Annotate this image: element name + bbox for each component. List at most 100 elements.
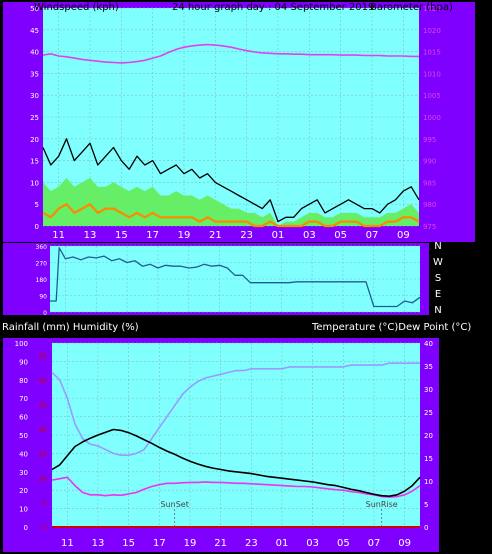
wind-y-tick-label: 20 xyxy=(30,136,39,144)
compass-label: W xyxy=(433,257,443,268)
compass-label: S xyxy=(435,273,441,284)
rainfall-y-tick-label: 15 xyxy=(38,450,47,458)
x-tick-label: 15 xyxy=(122,538,135,549)
temperature-y-tick-label: 0 xyxy=(424,524,428,532)
barometer-y-tick-label: 1020 xyxy=(423,27,441,35)
x-tick-label: 15 xyxy=(115,230,128,241)
x-tick-label: 17 xyxy=(153,538,166,549)
humidity-y-tick-label: 80 xyxy=(19,377,28,385)
x-tick-label: 13 xyxy=(84,230,97,241)
x-tick-label: 05 xyxy=(337,538,350,549)
humidity-y-tick-label: 30 xyxy=(19,469,28,477)
wind-y-tick-label: 25 xyxy=(30,114,39,122)
temperature-y-tick-label: 25 xyxy=(424,409,433,417)
rainfall-y-tick-label: 10 xyxy=(38,475,47,483)
wind-y-tick-label: 10 xyxy=(30,179,39,187)
rainfall-y-tick-label: 0 xyxy=(43,524,47,532)
barometer-y-tick-label: 1005 xyxy=(423,92,441,100)
wind-y-tick-label: 35 xyxy=(30,70,39,78)
chart-title: 24 hour graph day : 04 September 2019 xyxy=(172,2,374,13)
humidity-y-tick-label: 20 xyxy=(19,487,28,495)
dewpoint-line xyxy=(51,476,421,498)
wind-y-tick-label: 45 xyxy=(30,27,39,35)
wind-gust-line xyxy=(42,138,420,223)
compass-label: N xyxy=(434,305,441,316)
compass-label: N xyxy=(434,241,441,252)
direction-y-tick-label: 360 xyxy=(36,244,48,251)
direction-y-tick-label: 90 xyxy=(39,294,47,301)
wind-y-tick-label: 50 xyxy=(30,5,39,13)
humidity-y-tick-label: 90 xyxy=(19,358,28,366)
direction-y-tick-label: 0 xyxy=(43,310,47,317)
barometer-y-tick-label: 985 xyxy=(423,179,436,187)
temperature-y-tick-label: 35 xyxy=(424,363,433,371)
temperature-y-tick-label: 30 xyxy=(424,386,433,394)
barometer-y-tick-label: 995 xyxy=(423,136,436,144)
humidity-y-tick-label: 40 xyxy=(19,450,28,458)
humidity-y-tick-label: 70 xyxy=(19,395,28,403)
rainfall-y-tick-label: 20 xyxy=(38,426,47,434)
rainfall-y-tick-label: 25 xyxy=(38,401,47,409)
x-tick-label: 01 xyxy=(276,538,289,549)
x-tick-label: 01 xyxy=(272,230,285,241)
x-tick-label: 09 xyxy=(397,230,410,241)
rainfall-y-tick-label: 5 xyxy=(43,499,47,507)
x-tick-label: 11 xyxy=(61,538,74,549)
x-tick-label: 21 xyxy=(214,538,227,549)
barometer-y-tick-label: 1015 xyxy=(423,49,441,57)
x-tick-label: 19 xyxy=(178,230,191,241)
barometer-y-tick-label: 1010 xyxy=(423,70,441,78)
direction-y-tick-label: 180 xyxy=(36,277,48,284)
temperature-y-tick-label: 10 xyxy=(424,478,433,486)
compass-label: E xyxy=(435,289,441,300)
temperature-panel: Rainfall (mm) Humidity (%) Temperature (… xyxy=(2,322,471,552)
wind-y-tick-label: 15 xyxy=(30,158,39,166)
barometer-y-tick-label: 1000 xyxy=(423,114,441,122)
x-tick-label: 17 xyxy=(146,230,159,241)
barometer-y-tick-label: 990 xyxy=(423,158,436,166)
wind-low-line xyxy=(42,203,420,228)
wind-y-axis-label: Windspeed (kph) xyxy=(34,2,119,13)
barometer-y-tick-label: 975 xyxy=(423,223,436,231)
x-tick-label: 03 xyxy=(303,230,316,241)
temperature-y-tick-label: 15 xyxy=(424,455,433,463)
x-tick-label: 19 xyxy=(184,538,197,549)
temperature-axis-label: Temperature (°C)Dew Point (°C) xyxy=(311,322,471,333)
wind-y-tick-label: 40 xyxy=(30,49,39,57)
humidity-y-tick-label: 10 xyxy=(19,506,28,514)
x-tick-label: 07 xyxy=(366,230,379,241)
wind-direction-line xyxy=(50,247,421,308)
wind-y-tick-label: 30 xyxy=(30,92,39,100)
rainfall-y-tick-label: 30 xyxy=(38,377,47,385)
sun-marker-label: SunRise xyxy=(366,500,398,509)
humidity-y-tick-label: 60 xyxy=(19,414,28,422)
barometer-y-tick-label: 980 xyxy=(423,201,436,209)
x-tick-label: 05 xyxy=(334,230,347,241)
wind-y-tick-label: 5 xyxy=(35,201,39,209)
rain-humidity-axis-label: Rainfall (mm) Humidity (%) xyxy=(2,322,139,333)
humidity-y-tick-label: 100 xyxy=(15,340,28,348)
sun-marker-label: SunSet xyxy=(160,500,188,509)
barometer-y-tick-label: 1025 xyxy=(423,5,441,13)
barometer-line xyxy=(42,43,419,64)
temperature-y-tick-label: 20 xyxy=(424,432,433,440)
x-tick-label: 13 xyxy=(92,538,105,549)
x-tick-label: 07 xyxy=(368,538,381,549)
temperature-line xyxy=(51,428,421,498)
x-tick-label: 03 xyxy=(306,538,319,549)
x-tick-label: 09 xyxy=(398,538,411,549)
humidity-y-tick-label: 0 xyxy=(24,524,28,532)
x-tick-label: 21 xyxy=(209,230,222,241)
rainfall-y-tick-label: 35 xyxy=(38,352,47,360)
x-tick-label: 23 xyxy=(245,538,258,549)
temperature-y-tick-label: 5 xyxy=(424,501,428,509)
temperature-y-tick-label: 40 xyxy=(424,340,433,348)
x-tick-label: 11 xyxy=(52,230,65,241)
humidity-line xyxy=(51,362,420,457)
wind-y-tick-label: 0 xyxy=(35,223,39,231)
x-tick-label: 23 xyxy=(240,230,253,241)
barometer-axis-label: Barometer (hpa) xyxy=(370,2,453,13)
